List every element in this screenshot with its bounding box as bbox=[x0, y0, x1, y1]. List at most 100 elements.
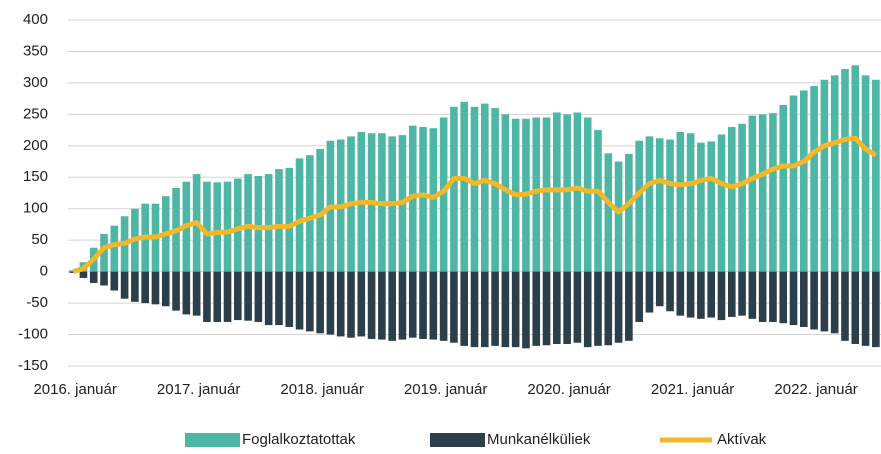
bar bbox=[789, 271, 798, 326]
bar bbox=[820, 271, 829, 332]
x-tick-label: 2020. január bbox=[527, 381, 610, 398]
bar bbox=[316, 148, 324, 272]
bar bbox=[480, 271, 489, 348]
bar bbox=[697, 271, 705, 319]
bar bbox=[275, 271, 283, 326]
bar bbox=[306, 271, 314, 332]
line bbox=[72, 135, 878, 275]
bar bbox=[172, 271, 180, 311]
bar bbox=[439, 117, 448, 272]
bar bbox=[686, 271, 695, 318]
bar bbox=[223, 181, 232, 272]
bar bbox=[532, 271, 541, 346]
bar bbox=[707, 271, 716, 318]
bar bbox=[378, 271, 386, 340]
bar bbox=[110, 271, 119, 291]
bar bbox=[686, 133, 695, 272]
bar bbox=[872, 271, 880, 348]
legend-label: Foglalkoztatottak bbox=[242, 431, 356, 448]
y-tick-label: 50 bbox=[31, 231, 48, 248]
bar bbox=[830, 75, 839, 272]
bar bbox=[532, 117, 541, 272]
bar bbox=[460, 101, 469, 272]
bar bbox=[203, 181, 211, 272]
bar bbox=[604, 271, 613, 346]
y-tick-label: -150 bbox=[18, 357, 48, 374]
bar bbox=[264, 271, 273, 326]
y-tick-label: 0 bbox=[40, 263, 48, 280]
bar bbox=[100, 271, 108, 286]
bar bbox=[594, 271, 602, 346]
bar bbox=[347, 271, 355, 338]
bar bbox=[131, 271, 139, 302]
x-tick-label: 2017. január bbox=[157, 381, 240, 398]
bar bbox=[357, 271, 366, 337]
bar bbox=[491, 108, 499, 272]
bar bbox=[306, 155, 314, 272]
bar bbox=[800, 90, 808, 272]
bar bbox=[100, 233, 108, 272]
x-tick-label: 2019. január bbox=[404, 381, 487, 398]
bar bbox=[388, 271, 396, 341]
bar bbox=[429, 128, 438, 272]
bar bbox=[141, 271, 149, 304]
y-tick-label: 100 bbox=[23, 200, 48, 217]
bar bbox=[727, 126, 736, 272]
bar bbox=[810, 86, 818, 272]
bar bbox=[470, 271, 479, 348]
bar bbox=[645, 271, 654, 313]
bar bbox=[676, 271, 685, 316]
bar bbox=[861, 271, 870, 346]
bar bbox=[419, 126, 427, 272]
y-tick-label: 350 bbox=[23, 42, 48, 59]
bar bbox=[717, 134, 726, 272]
bar bbox=[758, 114, 767, 272]
bar bbox=[491, 271, 499, 346]
bar bbox=[697, 142, 705, 272]
bar bbox=[655, 271, 664, 307]
y-tick-label: 300 bbox=[23, 74, 48, 91]
bar bbox=[264, 174, 273, 272]
bar bbox=[511, 271, 520, 348]
bar bbox=[614, 161, 623, 272]
bar bbox=[295, 158, 304, 272]
bar bbox=[748, 115, 757, 272]
bar bbox=[542, 117, 551, 272]
bar bbox=[336, 271, 345, 337]
bar bbox=[439, 271, 448, 341]
bar bbox=[738, 271, 746, 316]
bar bbox=[625, 271, 633, 341]
bar bbox=[841, 271, 849, 341]
bar bbox=[614, 271, 623, 343]
bar bbox=[727, 271, 736, 317]
bar bbox=[779, 104, 788, 272]
bar bbox=[233, 178, 242, 272]
bar bbox=[408, 271, 417, 338]
bar bbox=[151, 271, 160, 305]
bar bbox=[69, 271, 77, 273]
bar bbox=[244, 271, 252, 321]
bar bbox=[450, 106, 458, 272]
y-tick-label: 200 bbox=[23, 137, 48, 154]
bar bbox=[779, 271, 788, 324]
bar bbox=[820, 79, 829, 272]
bar bbox=[244, 174, 252, 272]
legend-label: Munkanélküliek bbox=[487, 431, 591, 448]
bar bbox=[460, 271, 469, 346]
bar bbox=[563, 271, 571, 344]
bar bbox=[275, 169, 283, 272]
bar bbox=[79, 271, 88, 278]
bar bbox=[470, 106, 479, 272]
bar bbox=[295, 271, 304, 330]
bar bbox=[841, 69, 849, 272]
bar bbox=[203, 271, 211, 322]
bar bbox=[594, 130, 602, 272]
legend-label: Aktívak bbox=[717, 431, 767, 448]
legend-swatch bbox=[430, 433, 485, 447]
y-tick-label: -100 bbox=[18, 326, 48, 343]
bar bbox=[666, 139, 674, 272]
bar bbox=[161, 271, 170, 307]
bar bbox=[192, 271, 201, 316]
x-tick-label: 2016. január bbox=[33, 381, 116, 398]
